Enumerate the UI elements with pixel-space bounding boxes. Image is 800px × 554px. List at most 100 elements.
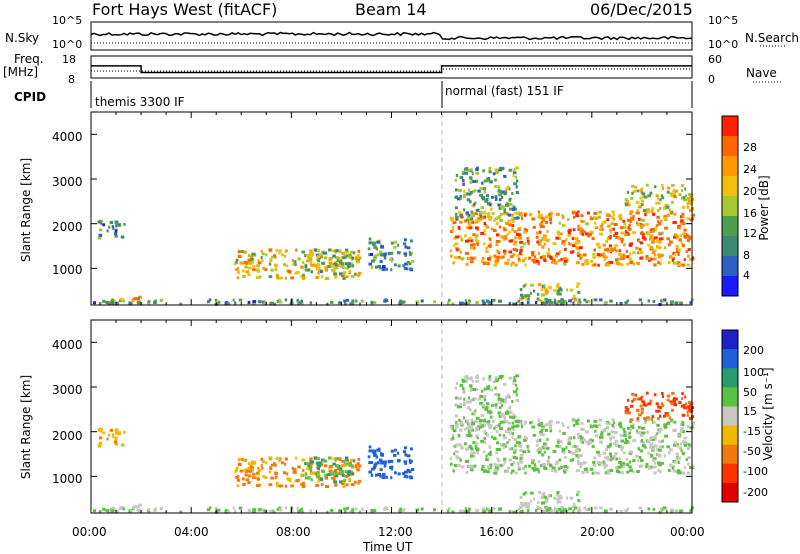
power-cell: [541, 217, 545, 221]
power-cell: [652, 249, 657, 253]
velocity-cell: [351, 464, 354, 468]
power-cell: [521, 301, 524, 305]
power-cell: [348, 270, 352, 273]
velocity-cell: [602, 428, 607, 432]
power-cell: [498, 215, 501, 219]
velocity-cell: [593, 419, 598, 423]
velocity-cell: [512, 461, 515, 464]
velocity-cell: [402, 472, 406, 475]
power-cell: [119, 297, 124, 301]
power-cell: [234, 262, 237, 266]
power-cell: [636, 209, 639, 212]
velocity-cell: [667, 451, 671, 455]
power-cell: [544, 220, 548, 224]
power-cell: [475, 208, 480, 212]
power-cell: [549, 255, 553, 259]
velocity-cell: [316, 465, 320, 469]
velocity-cell: [522, 492, 526, 496]
power-cell: [686, 239, 690, 243]
power-cell: [615, 235, 620, 239]
velocity-cell: [247, 481, 251, 485]
velocity-cell: [519, 459, 522, 463]
velocity-cell: [513, 438, 518, 442]
power-cell: [661, 231, 664, 235]
power-cell: [554, 254, 558, 258]
velocity-cell: [474, 428, 478, 432]
power-cell: [465, 251, 469, 255]
velocity-cell: [579, 435, 582, 438]
velocity-cell: [535, 443, 539, 447]
velocity-cell: [381, 473, 386, 477]
velocity-cell: [658, 454, 662, 458]
velocity-cell: [663, 424, 668, 428]
power-cell: [317, 259, 320, 263]
power-cell: [626, 299, 629, 303]
power-cell: [577, 301, 580, 305]
velocity-cell: [577, 461, 582, 465]
velocity-cell: [639, 459, 644, 463]
power-cell: [340, 264, 343, 267]
power-cell: [496, 170, 499, 174]
velocity-cell: [310, 478, 313, 482]
power-cell: [478, 211, 483, 214]
velocity-cell: [296, 479, 300, 482]
power-cell: [603, 302, 608, 306]
power-cell: [618, 214, 622, 218]
power-cell: [398, 301, 402, 305]
power-cell: [301, 250, 306, 254]
power-cell: [675, 244, 679, 248]
power-cell: [563, 243, 566, 247]
power-cell: [515, 248, 518, 252]
power-cell: [343, 253, 346, 257]
power-cell: [675, 189, 678, 193]
power-cell: [451, 226, 454, 229]
velocity-cell: [544, 498, 549, 502]
power-cell: [102, 223, 105, 227]
velocity-cell: [468, 421, 471, 425]
velocity-cell: [314, 472, 317, 476]
velocity-cell: [489, 415, 493, 419]
power-cell: [235, 268, 239, 271]
power-cell: [522, 242, 527, 246]
velocity-cell: [501, 414, 505, 418]
power-cell: [270, 255, 274, 259]
power-cell: [403, 252, 408, 256]
velocity-cell: [647, 402, 652, 406]
velocity-cell: [650, 465, 653, 469]
power-cell: [368, 253, 371, 257]
power-cell: [606, 237, 611, 241]
power-cell: [468, 192, 472, 196]
velocity-cell: [535, 439, 540, 443]
velocity-cell: [234, 470, 237, 474]
velocity-cell: [474, 444, 478, 448]
velocity-cell: [348, 463, 352, 467]
velocity-cell: [544, 500, 548, 504]
power-cell: [404, 245, 408, 249]
velocity-cell: [614, 452, 619, 456]
power-cell: [538, 213, 541, 217]
power-cell: [469, 200, 472, 204]
velocity-cell: [241, 477, 245, 481]
velocity-cell: [575, 419, 578, 423]
power-cell: [688, 200, 691, 204]
velocity-cell: [689, 466, 692, 469]
power-cell: [568, 299, 572, 303]
power-cell: [403, 238, 407, 242]
velocity-cell: [572, 423, 576, 427]
power-cell: [544, 290, 549, 294]
velocity-cell: [483, 430, 487, 433]
velocity-cell: [451, 510, 455, 514]
power-cell: [381, 265, 386, 269]
velocity-cell: [651, 459, 656, 463]
velocity-cell: [660, 402, 664, 406]
velocity-cell: [632, 470, 635, 474]
velocity-cell: [591, 445, 595, 449]
nsearch-tick-low: 10^0: [708, 38, 739, 51]
power-cell: [473, 203, 476, 206]
velocity-cell: [317, 457, 320, 461]
velocity-cell: [610, 430, 614, 434]
power-cell: [486, 179, 490, 183]
power-cell: [494, 217, 498, 221]
power-cell: [574, 298, 578, 302]
velocity-cell: [463, 510, 468, 514]
